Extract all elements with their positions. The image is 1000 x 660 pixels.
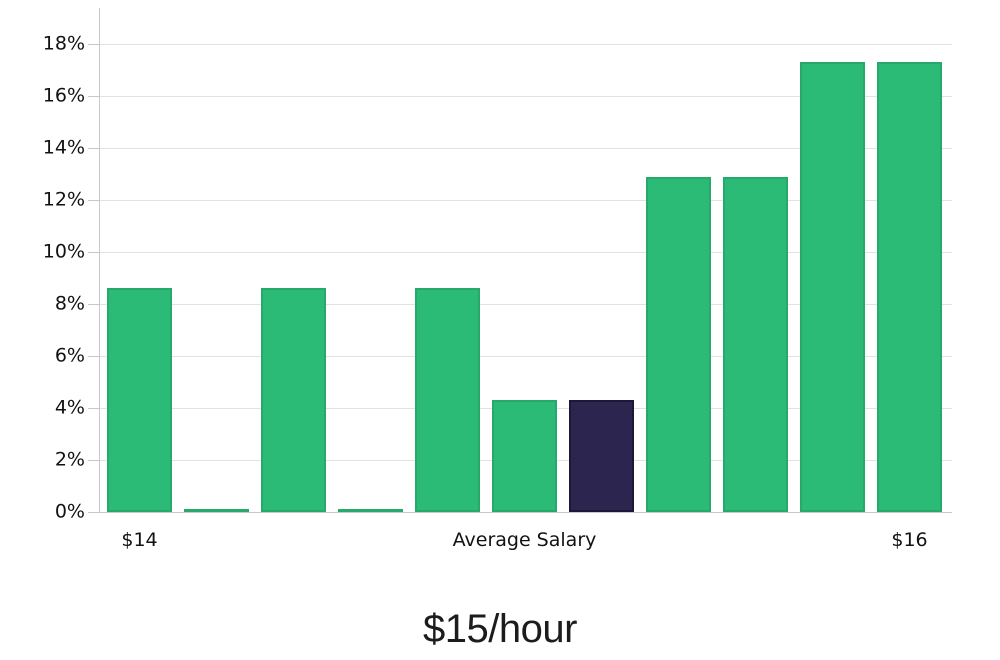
- x-tick-label: Average Salary: [452, 529, 597, 551]
- bar: [338, 509, 403, 512]
- y-tick-mark: [88, 408, 99, 409]
- chart-title: $15/hour: [423, 607, 577, 651]
- y-tick-label: 8%: [54, 292, 85, 315]
- y-tick-label: 18%: [42, 32, 85, 55]
- bar: [800, 62, 865, 512]
- y-tick-label: 2%: [54, 448, 85, 471]
- bar-highlighted: [569, 400, 634, 512]
- bar: [184, 509, 249, 512]
- y-gridline: [99, 96, 952, 97]
- y-gridline: [99, 512, 952, 513]
- bar: [261, 288, 326, 512]
- x-tick-label: $16: [891, 529, 928, 551]
- y-tick-mark: [88, 200, 99, 201]
- y-tick-label: 10%: [42, 240, 85, 263]
- y-tick-mark: [88, 304, 99, 305]
- y-tick-mark: [88, 460, 99, 461]
- y-tick-label: 16%: [42, 84, 85, 107]
- y-tick-mark: [88, 148, 99, 149]
- y-gridline: [99, 304, 952, 305]
- bar: [723, 177, 788, 512]
- y-tick-mark: [88, 356, 99, 357]
- y-gridline: [99, 356, 952, 357]
- y-tick-label: 14%: [42, 136, 85, 159]
- y-tick-label: 4%: [54, 396, 85, 419]
- bar: [492, 400, 557, 512]
- bar: [646, 177, 711, 512]
- y-gridline: [99, 44, 952, 45]
- y-tick-mark: [88, 44, 99, 45]
- y-tick-label: 0%: [54, 500, 85, 523]
- y-gridline: [99, 148, 952, 149]
- y-tick-mark: [88, 96, 99, 97]
- y-gridline: [99, 252, 952, 253]
- bar: [107, 288, 172, 512]
- y-axis-line: [99, 8, 100, 512]
- y-tick-mark: [88, 252, 99, 253]
- bar: [415, 288, 480, 512]
- bar: [877, 62, 942, 512]
- y-tick-label: 12%: [42, 188, 85, 211]
- y-tick-mark: [88, 512, 99, 513]
- x-tick-label: $14: [121, 529, 158, 551]
- y-tick-label: 6%: [54, 344, 85, 367]
- y-gridline: [99, 200, 952, 201]
